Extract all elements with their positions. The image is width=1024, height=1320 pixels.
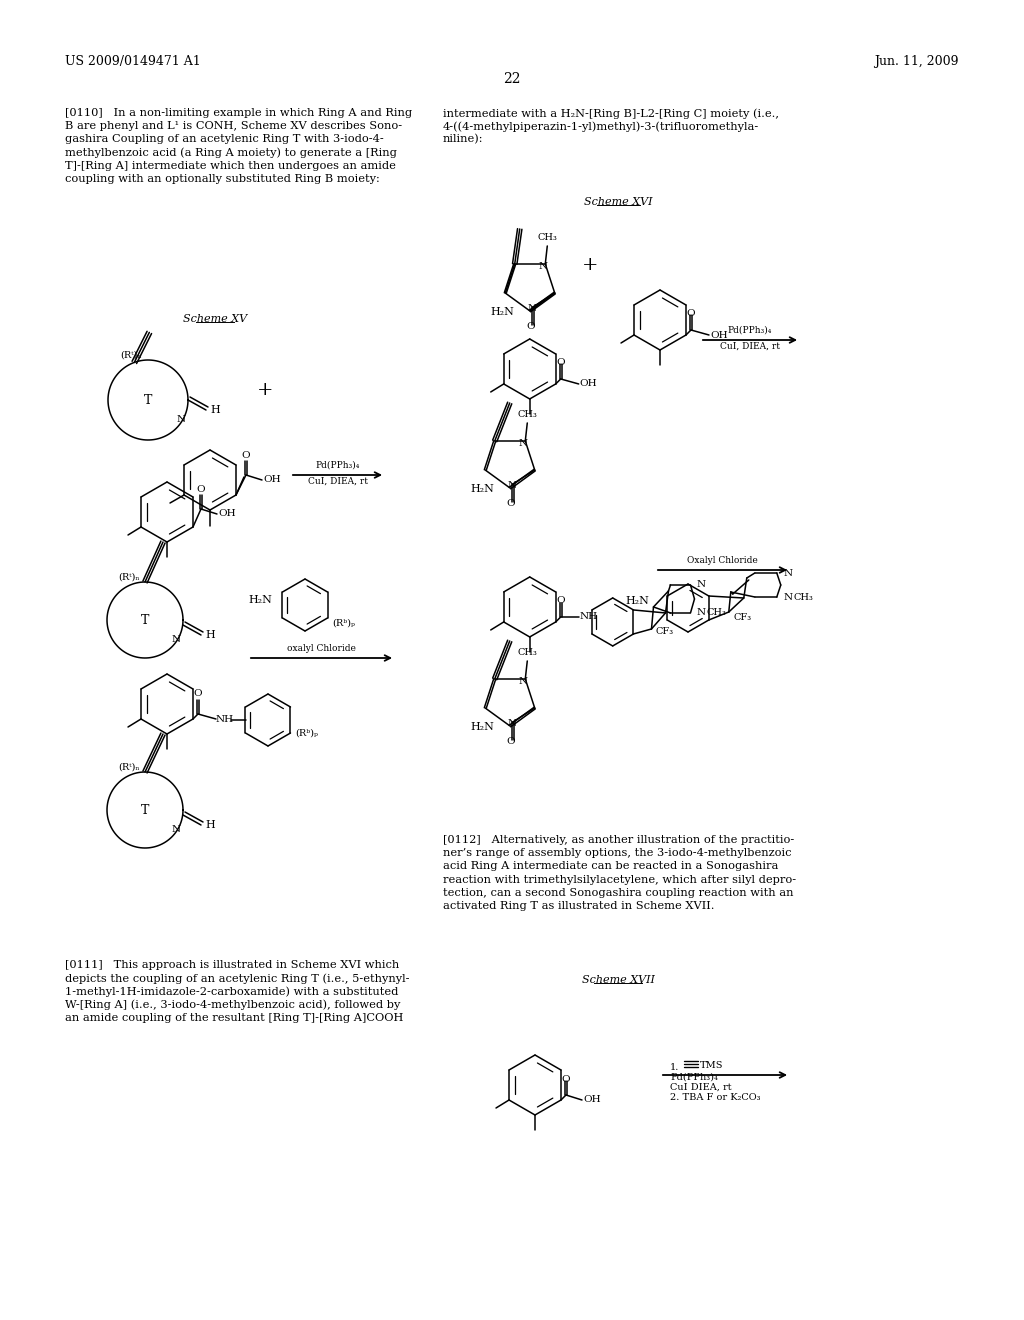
Text: depicts the coupling of an acetylenic Ring T (i.e., 5-ethynyl-: depicts the coupling of an acetylenic Ri… [65, 973, 410, 983]
Text: CH₃: CH₃ [707, 609, 726, 618]
Text: CH₃: CH₃ [794, 593, 814, 602]
Text: T]-[Ring A] intermediate which then undergoes an amide: T]-[Ring A] intermediate which then unde… [65, 161, 396, 170]
Text: oxalyl Chloride: oxalyl Chloride [287, 644, 356, 653]
Text: tection, can a second Sonogashira coupling reaction with an: tection, can a second Sonogashira coupli… [443, 888, 794, 898]
Text: 4-((4-methylpiperazin-1-yl)methyl)-3-(trifluoromethyla-: 4-((4-methylpiperazin-1-yl)methyl)-3-(tr… [443, 121, 759, 132]
Text: CuI DIEA, rt: CuI DIEA, rt [670, 1082, 731, 1092]
Text: N: N [527, 304, 537, 313]
Text: O: O [242, 450, 250, 459]
Text: acid Ring A intermediate can be reacted in a Sonogashira: acid Ring A intermediate can be reacted … [443, 862, 778, 871]
Text: H: H [205, 630, 215, 640]
Text: W-[Ring A] (i.e., 3-iodo-4-methylbenzoic acid), followed by: W-[Ring A] (i.e., 3-iodo-4-methylbenzoic… [65, 999, 400, 1010]
Text: OH: OH [710, 330, 728, 339]
Text: N: N [519, 440, 527, 447]
Text: NH: NH [580, 612, 598, 622]
Text: +: + [582, 256, 598, 275]
Text: Oxalyl Chloride: Oxalyl Chloride [687, 556, 758, 565]
Text: Pd(PPh₃)₄: Pd(PPh₃)₄ [728, 326, 772, 335]
Text: 1-methyl-1H-imidazole-2-carboxamide) with a substituted: 1-methyl-1H-imidazole-2-carboxamide) wit… [65, 986, 398, 997]
Text: H: H [205, 820, 215, 830]
Text: (Rᵇ)ₚ: (Rᵇ)ₚ [296, 729, 318, 738]
Text: activated Ring T as illustrated in Scheme XVII.: activated Ring T as illustrated in Schem… [443, 902, 715, 911]
Text: (Rᵇ)ₚ: (Rᵇ)ₚ [333, 619, 355, 627]
Text: T: T [143, 393, 153, 407]
Text: O: O [562, 1074, 570, 1084]
Text: coupling with an optionally substituted Ring B moiety:: coupling with an optionally substituted … [65, 174, 380, 183]
Text: B are phenyl and L¹ is CONH, Scheme XV describes Sono-: B are phenyl and L¹ is CONH, Scheme XV d… [65, 121, 402, 131]
Text: CH₃: CH₃ [538, 234, 557, 243]
Text: Scheme XV: Scheme XV [183, 314, 247, 323]
Text: 1.: 1. [670, 1063, 679, 1072]
Text: O: O [687, 309, 695, 318]
Text: H₂N: H₂N [471, 722, 495, 733]
Text: N: N [783, 593, 793, 602]
Text: US 2009/0149471 A1: US 2009/0149471 A1 [65, 55, 201, 69]
Text: niline):: niline): [443, 135, 483, 145]
Text: N: N [696, 609, 706, 618]
Text: OH: OH [218, 510, 236, 519]
Text: N: N [696, 581, 706, 590]
Text: TMS: TMS [700, 1060, 724, 1069]
Text: Scheme XVII: Scheme XVII [582, 975, 654, 985]
Text: O: O [507, 737, 515, 746]
Text: Pd(PPh₃)₄: Pd(PPh₃)₄ [315, 461, 359, 470]
Text: N: N [539, 261, 548, 271]
Text: CF₃: CF₃ [655, 627, 674, 636]
Text: H₂N: H₂N [626, 597, 649, 606]
Text: methylbenzoic acid (a Ring A moiety) to generate a [Ring: methylbenzoic acid (a Ring A moiety) to … [65, 148, 397, 158]
Text: CuI, DIEA, rt: CuI, DIEA, rt [307, 477, 368, 486]
Text: (Rᵗ)ₙ: (Rᵗ)ₙ [119, 573, 140, 582]
Text: H₂N: H₂N [490, 308, 515, 317]
Text: N: N [508, 480, 516, 490]
Text: Jun. 11, 2009: Jun. 11, 2009 [874, 55, 959, 69]
Text: (Rᵗ)ₙ: (Rᵗ)ₙ [119, 763, 140, 771]
Text: CuI, DIEA, rt: CuI, DIEA, rt [720, 342, 780, 351]
Text: (Rᵗ)ₙ: (Rᵗ)ₙ [120, 351, 141, 359]
Text: reaction with trimethylsilylacetylene, which after silyl depro-: reaction with trimethylsilylacetylene, w… [443, 875, 796, 884]
Text: OH: OH [583, 1096, 601, 1105]
Text: CH₃: CH₃ [517, 648, 538, 657]
Text: OH: OH [263, 475, 281, 484]
Text: N: N [783, 569, 793, 578]
Text: O: O [194, 689, 203, 698]
Text: N: N [176, 416, 185, 425]
Text: H₂N: H₂N [248, 595, 272, 605]
Text: O: O [556, 358, 565, 367]
Text: +: + [257, 381, 273, 399]
Text: 22: 22 [503, 73, 521, 86]
Text: O: O [197, 484, 205, 494]
Text: T: T [141, 614, 150, 627]
Text: N: N [171, 635, 180, 644]
Text: N: N [508, 719, 516, 729]
Text: [0111]   This approach is illustrated in Scheme XVI which: [0111] This approach is illustrated in S… [65, 960, 399, 970]
Text: CF₃: CF₃ [734, 612, 752, 622]
Text: Pd(PPh₃)₄: Pd(PPh₃)₄ [670, 1072, 718, 1081]
Text: OH: OH [580, 379, 597, 388]
Text: CH₃: CH₃ [517, 411, 538, 420]
Text: intermediate with a H₂N-[Ring B]-L2-[Ring C] moiety (i.e.,: intermediate with a H₂N-[Ring B]-L2-[Rin… [443, 108, 779, 119]
Text: 2. TBA F or K₂CO₃: 2. TBA F or K₂CO₃ [670, 1093, 761, 1101]
Text: an amide coupling of the resultant [Ring T]-[Ring A]COOH: an amide coupling of the resultant [Ring… [65, 1012, 403, 1023]
Text: H₂N: H₂N [471, 484, 495, 494]
Text: N: N [171, 825, 180, 833]
Text: [0112]   Alternatively, as another illustration of the practitio-: [0112] Alternatively, as another illustr… [443, 836, 795, 845]
Text: ner’s range of assembly options, the 3-iodo-4-methylbenzoic: ner’s range of assembly options, the 3-i… [443, 849, 792, 858]
Text: H: H [210, 405, 220, 414]
Text: gashira Coupling of an acetylenic Ring T with 3-iodo-4-: gashira Coupling of an acetylenic Ring T… [65, 135, 384, 144]
Text: [0110]   In a non-limiting example in which Ring A and Ring: [0110] In a non-limiting example in whic… [65, 108, 412, 117]
Text: NH: NH [216, 714, 234, 723]
Text: O: O [507, 499, 515, 508]
Text: O: O [526, 322, 535, 331]
Text: O: O [556, 595, 565, 605]
Text: Scheme XVI: Scheme XVI [584, 197, 652, 207]
Text: N: N [519, 677, 527, 686]
Text: T: T [141, 804, 150, 817]
